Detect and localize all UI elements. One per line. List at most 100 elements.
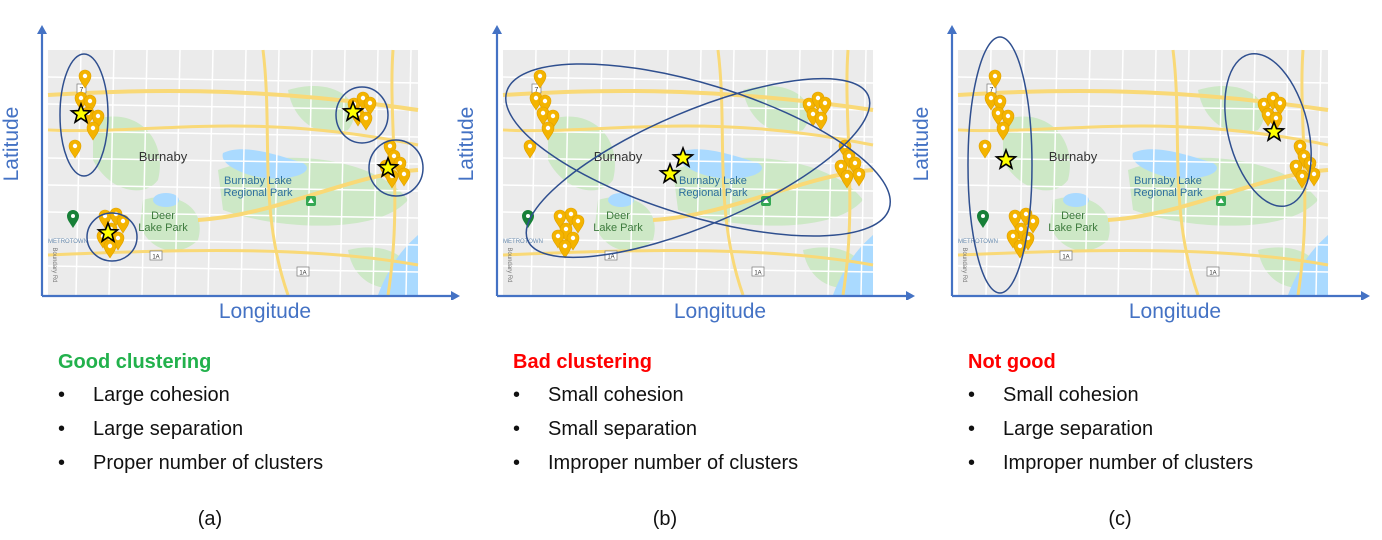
pin-body (1008, 209, 1022, 229)
street (957, 157, 1329, 165)
cluster-overlay-a (59, 53, 424, 262)
map-label-road: Boundary Rd (506, 247, 512, 282)
pin-hole (568, 211, 574, 217)
criteria-item: • Large separation (58, 418, 244, 440)
centroid-star-icon (96, 220, 120, 243)
location-pin (86, 121, 100, 141)
street (47, 184, 419, 192)
map-label-park: Lake Park (593, 222, 643, 234)
panel-c: Burnaby Burnaby Lake Regional Park Deer Lake… (910, 0, 1370, 540)
park-area (548, 116, 615, 191)
pin-hole (1273, 115, 1279, 121)
pin-hole (815, 95, 821, 101)
pin-body (1295, 169, 1309, 189)
highway (261, 49, 290, 296)
panel-a: Burnaby Burnaby Lake Regional Park Deer Lake… (0, 0, 460, 540)
pin-hole (1023, 211, 1029, 217)
criteria-item: • Improper number of clusters (968, 452, 1254, 474)
criteria-list: • Large cohesion • Large separation • Prope… (58, 382, 323, 484)
pin-hole (856, 171, 862, 177)
pin-body (814, 111, 828, 131)
x-axis-arrow-icon (1361, 291, 1370, 300)
cluster-ellipse (525, 77, 871, 259)
location-pin (116, 214, 130, 234)
park-area (140, 196, 200, 251)
panel-caption: (a) (197, 508, 223, 530)
pin-hole (550, 113, 556, 119)
location-pin (818, 96, 832, 116)
pin-body (818, 96, 832, 116)
map-label-lake: Burnaby Lake (224, 175, 292, 187)
route-shield-label: 1A (1209, 271, 1216, 277)
pin-hole (1293, 163, 1299, 169)
pin-hole (367, 100, 373, 106)
pin-body (1001, 109, 1015, 129)
location-pin (533, 69, 547, 89)
criteria-item: • Small cohesion (513, 384, 684, 406)
pin-body (533, 69, 547, 89)
pin-hole (120, 218, 126, 224)
map-label-burnaby: Burnaby (139, 149, 188, 164)
pin-hole (537, 73, 543, 79)
route-shield-1a: 1A (751, 266, 765, 277)
pin-hole (1261, 101, 1267, 107)
metrotown-pin (977, 210, 989, 228)
pin-hole (540, 110, 546, 116)
location-pin (1269, 111, 1283, 131)
pin-body (546, 109, 560, 129)
route-shield-label: 1A (152, 255, 159, 261)
criteria-item: • Small cohesion (968, 384, 1139, 406)
y-axis-arrow-icon (37, 25, 47, 34)
pin-hole (557, 213, 563, 219)
panel-b: Burnaby Burnaby Lake Regional Park Deer Lake… (455, 0, 915, 540)
x-axis-label: Longitude (673, 300, 767, 323)
pin-hole (542, 98, 548, 104)
location-pin (840, 169, 854, 189)
park-area (1003, 116, 1070, 191)
pin-body (852, 167, 866, 187)
pin-hole (562, 243, 568, 249)
pin-hole (1265, 111, 1271, 117)
location-pin (852, 167, 866, 187)
pin-body (993, 94, 1007, 114)
route-shield-box (149, 250, 163, 261)
street (1150, 49, 1157, 296)
pin-body (541, 121, 555, 141)
pin-body (103, 239, 117, 259)
street (47, 157, 419, 165)
route-shield-label: 1A (1062, 255, 1069, 261)
location-pin (541, 121, 555, 141)
street (1183, 49, 1190, 296)
route-shield-box (1206, 266, 1220, 277)
panel-heading: Good clustering (58, 351, 212, 373)
route-shield-1a: 1A (296, 266, 310, 277)
tree-icon-shape (308, 198, 314, 203)
cluster-ellipse (59, 53, 109, 177)
pin-hole (1301, 153, 1307, 159)
location-pin (1273, 96, 1287, 116)
pin-hole (115, 235, 121, 241)
pin-hole (72, 143, 78, 149)
map-label-park: Lake Park (138, 222, 188, 234)
street (728, 49, 735, 296)
cluster-ellipse (335, 86, 389, 144)
map-label-metrotown: METROTOWN (958, 239, 998, 245)
pin-hole (78, 95, 84, 101)
street (240, 49, 247, 296)
location-pin (558, 239, 572, 259)
pin-hole (1010, 233, 1016, 239)
pin-body (978, 139, 992, 159)
pin-hole (527, 143, 533, 149)
location-pin (523, 139, 537, 159)
pin-hole (1017, 243, 1023, 249)
pin-hole (988, 95, 994, 101)
river (1288, 235, 1328, 295)
location-pin (814, 111, 828, 131)
street (695, 49, 702, 296)
street (502, 76, 874, 84)
pin-hole (1005, 113, 1011, 119)
panel-caption: (b) (652, 508, 678, 530)
